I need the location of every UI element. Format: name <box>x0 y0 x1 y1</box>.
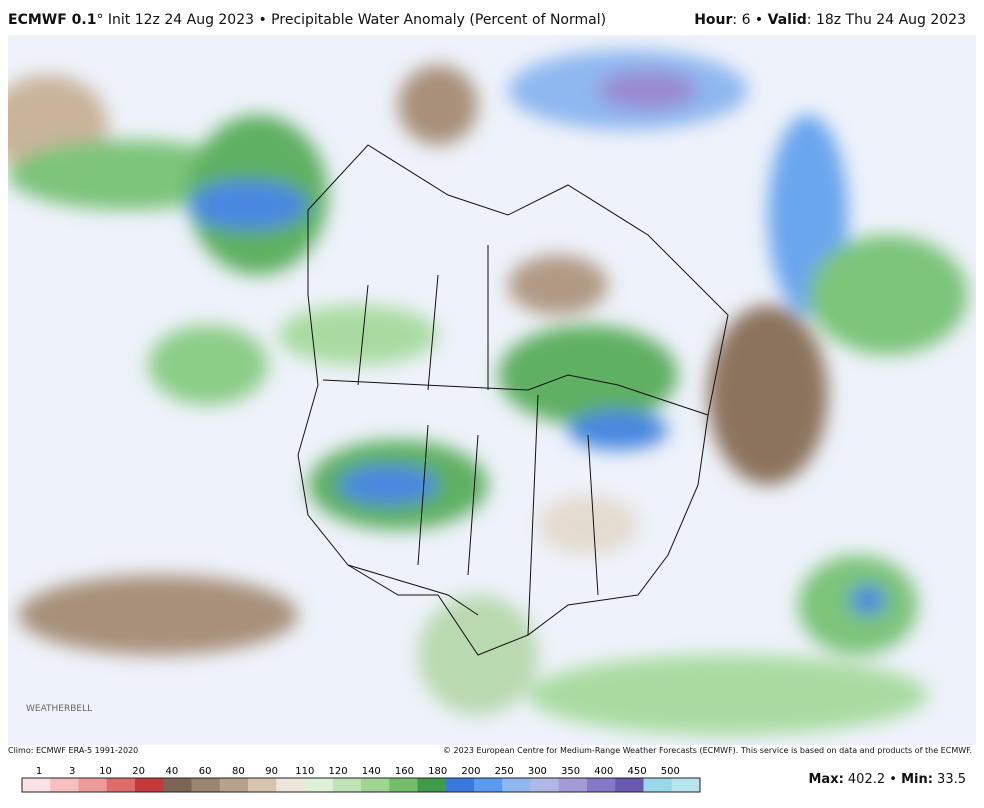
colorbar-swatch <box>191 778 221 792</box>
colorbar-label: 20 <box>132 766 145 777</box>
degree: ° <box>96 12 104 28</box>
moist-area <box>528 655 928 735</box>
title: Init 12z 24 Aug 2023 • Precipitable Wate… <box>103 12 607 28</box>
dry-area <box>398 65 478 145</box>
colorbar-swatch <box>106 778 136 792</box>
borders <box>297 144 729 656</box>
hour: : 6 • <box>732 12 768 28</box>
colorbar-swatch <box>445 778 475 792</box>
colorbar-frame <box>21 777 701 793</box>
colorbar-label: 110 <box>295 766 314 777</box>
state-lines <box>357 245 599 636</box>
wet-area <box>850 585 886 615</box>
colorbar-swatch <box>361 778 390 792</box>
moist-area <box>498 325 678 425</box>
valid-label: Valid <box>767 12 807 28</box>
colorbar-swatch <box>276 778 305 792</box>
colorbar-swatch <box>50 778 79 792</box>
colorbar-label: 40 <box>166 766 179 777</box>
us-mexico-border <box>347 564 479 616</box>
dry-area <box>18 575 298 655</box>
colorbar: 1 3 10 20 40 60 80 90 110 120 140 160 180 200 250 300 35… <box>21 766 701 793</box>
moist-area <box>278 305 438 365</box>
colorbar-label: 1 <box>36 766 42 777</box>
colorbar-swatch <box>558 778 588 792</box>
colorbar-swatch <box>389 778 418 792</box>
dry-area <box>508 255 608 315</box>
moist-area <box>8 140 248 210</box>
moist-area <box>148 325 268 405</box>
colorbar-swatch <box>22 778 51 792</box>
colorbar-label: 400 <box>594 766 613 777</box>
colorbar-label: 120 <box>328 766 347 777</box>
colorbar-label: 90 <box>265 766 278 777</box>
colorbar-label: 180 <box>428 766 447 777</box>
stats: Max: 402.2 • Min: 33.5 <box>808 772 966 787</box>
colorbar-label: 450 <box>628 766 647 777</box>
wet-area <box>188 180 308 230</box>
copyright: © 2023 European Centre for Medium-Range … <box>443 746 972 755</box>
wet-area <box>338 465 438 505</box>
colorbar-swatch <box>530 778 560 792</box>
colorbar-swatch <box>502 778 531 792</box>
colorbar-swatch <box>587 778 616 792</box>
header-right: Hour: 6 • Valid: 18z Thu 24 Aug 2023 <box>694 12 966 28</box>
anomaly-field <box>8 50 968 735</box>
colorbar-swatch <box>78 778 108 792</box>
colorbar-label: 10 <box>99 766 112 777</box>
very-wet-area <box>598 70 698 110</box>
map: WEATHERBELL <box>8 35 976 745</box>
wet-area <box>568 410 668 450</box>
colorbar-swatch <box>615 778 644 792</box>
colorbar-label: 350 <box>561 766 580 777</box>
colorbar-label: 500 <box>661 766 680 777</box>
dry-area <box>708 305 828 485</box>
colorbar-swatch <box>163 778 192 792</box>
colorbar-label: 250 <box>495 766 514 777</box>
colorbar-label: 300 <box>528 766 547 777</box>
continent-outline <box>297 144 729 656</box>
colorbar-label: 3 <box>69 766 75 777</box>
colorbar-label: 80 <box>232 766 245 777</box>
header-left: ECMWF 0.1° Init 12z 24 Aug 2023 • Precip… <box>8 12 606 28</box>
colorbar-label: 140 <box>362 766 381 777</box>
watermark: WEATHERBELL <box>26 704 92 714</box>
colorbar-swatch <box>135 778 164 792</box>
hour-label: Hour <box>694 12 733 28</box>
colorbar-swatch <box>643 778 673 792</box>
colorbar-label: 60 <box>199 766 212 777</box>
colorbar-swatch <box>474 778 503 792</box>
colorbar-swatch <box>304 778 334 792</box>
max: 402.2 • <box>843 772 902 787</box>
colorbar-swatch <box>248 778 277 792</box>
moist-area <box>808 235 968 355</box>
model: ECMWF 0.1 <box>8 12 97 28</box>
colorbar-swatch <box>219 778 249 792</box>
colorbar-swatch <box>417 778 447 792</box>
colorbar-swatch <box>671 778 701 792</box>
min: 33.5 <box>932 772 966 787</box>
colorbar-label: 200 <box>461 766 480 777</box>
colorbar-label: 160 <box>395 766 414 777</box>
min-label: Min: <box>901 772 933 787</box>
max-label: Max: <box>808 772 844 787</box>
dry-area <box>538 495 638 555</box>
climo: Climo: ECMWF ERA-5 1991-2020 <box>8 746 139 755</box>
colorbar-swatch <box>332 778 362 792</box>
valid: : 18z Thu 24 Aug 2023 <box>806 12 966 28</box>
us-canada-border <box>322 374 709 416</box>
